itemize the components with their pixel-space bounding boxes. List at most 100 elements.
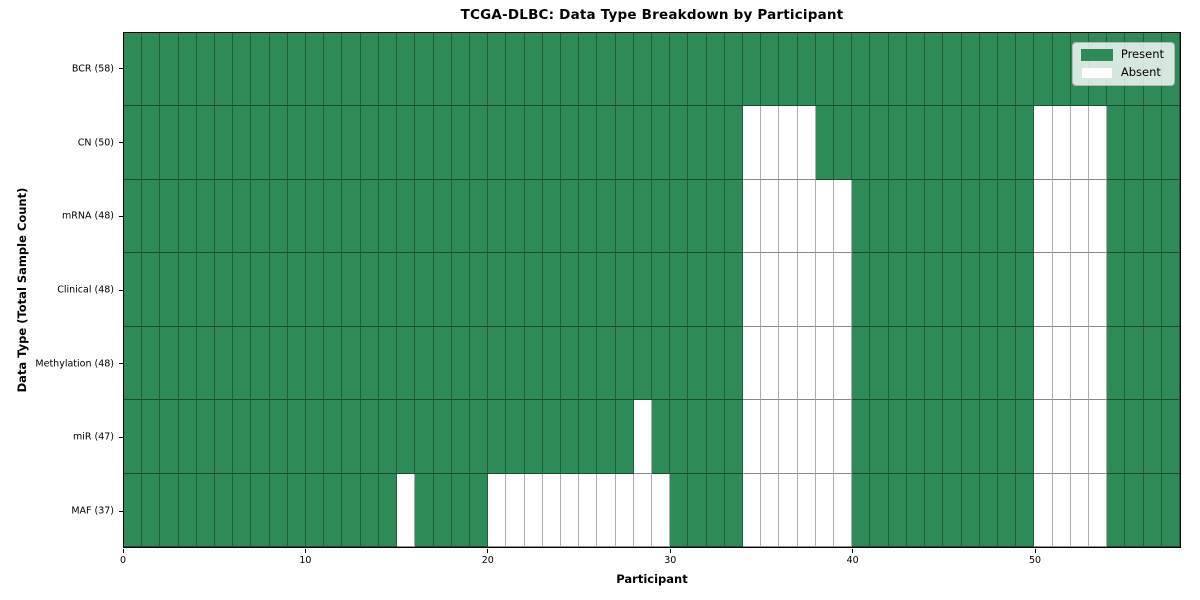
heatmap-cell-Methylation-57 <box>1161 326 1180 401</box>
heatmap-grid <box>124 33 1180 547</box>
heatmap-cell-BCR-5 <box>215 33 234 107</box>
heatmap-cell-miR-27 <box>615 400 634 474</box>
heatmap-cell-BCR-51 <box>1052 33 1071 107</box>
heatmap-cell-mRNA-57 <box>1161 179 1180 254</box>
heatmap-cell-BCR-4 <box>196 33 216 107</box>
heatmap-cell-CN-13 <box>360 106 379 180</box>
heatmap-cell-Clinical-23 <box>542 253 561 327</box>
heatmap-cell-miR-21 <box>506 400 525 474</box>
heatmap-cell-Clinical-11 <box>324 253 343 327</box>
heatmap-cell-mRNA-16 <box>415 179 434 254</box>
heatmap-cell-Clinical-35 <box>761 253 780 327</box>
heatmap-cell-CN-22 <box>524 106 543 180</box>
heatmap-cell-MAF-43 <box>906 473 926 547</box>
heatmap-cell-BCR-46 <box>961 33 980 107</box>
heatmap-cell-Clinical-44 <box>925 253 944 327</box>
heatmap-cell-CN-1 <box>142 106 161 180</box>
heatmap-cell-MAF-38 <box>815 473 835 547</box>
heatmap-cell-CN-43 <box>906 106 926 180</box>
heatmap-cell-mRNA-49 <box>1016 179 1035 254</box>
heatmap-cell-MAF-16 <box>415 473 434 547</box>
heatmap-cell-Clinical-20 <box>488 253 507 327</box>
heatmap-cell-Methylation-53 <box>1088 326 1108 401</box>
heatmap-cell-Clinical-38 <box>815 253 835 327</box>
heatmap-cell-miR-31 <box>688 400 707 474</box>
heatmap-cell-CN-21 <box>506 106 525 180</box>
heatmap-cell-MAF-5 <box>215 473 234 547</box>
heatmap-cell-Methylation-42 <box>888 326 907 401</box>
heatmap-cell-BCR-27 <box>615 33 634 107</box>
heatmap-cell-miR-25 <box>579 400 598 474</box>
heatmap-cell-Clinical-2 <box>160 253 179 327</box>
heatmap-cell-CN-2 <box>160 106 179 180</box>
heatmap-cell-Clinical-42 <box>888 253 907 327</box>
heatmap-cell-CN-9 <box>287 106 307 180</box>
heatmap-cell-Clinical-16 <box>415 253 434 327</box>
heatmap-cell-miR-24 <box>560 400 580 474</box>
heatmap-cell-mRNA-24 <box>560 179 580 254</box>
heatmap-cell-mRNA-2 <box>160 179 179 254</box>
heatmap-cell-Methylation-56 <box>1143 326 1162 401</box>
heatmap-cell-CN-19 <box>469 106 489 180</box>
heatmap-cell-MAF-50 <box>1034 473 1053 547</box>
heatmap-cell-Clinical-39 <box>834 253 853 327</box>
heatmap-cell-Methylation-34 <box>743 326 762 401</box>
heatmap-cell-MAF-7 <box>251 473 270 547</box>
heatmap-cell-CN-17 <box>433 106 452 180</box>
heatmap-cell-CN-54 <box>1107 106 1126 180</box>
heatmap-cell-miR-49 <box>1016 400 1035 474</box>
x-tick-mark-50 <box>1034 549 1036 553</box>
heatmap-cell-Clinical-52 <box>1070 253 1089 327</box>
heatmap-cell-Clinical-6 <box>233 253 252 327</box>
heatmap-cell-miR-9 <box>287 400 307 474</box>
heatmap-cell-Clinical-43 <box>906 253 926 327</box>
heatmap-cell-CN-44 <box>925 106 944 180</box>
heatmap-cell-Methylation-51 <box>1052 326 1071 401</box>
heatmap-cell-mRNA-38 <box>815 179 835 254</box>
heatmap-cell-Methylation-17 <box>433 326 452 401</box>
heatmap-cell-MAF-48 <box>997 473 1017 547</box>
heatmap-cell-BCR-1 <box>142 33 161 107</box>
x-tick-label-20: 20 <box>481 555 494 566</box>
heatmap-cell-miR-16 <box>415 400 434 474</box>
heatmap-cell-miR-18 <box>451 400 470 474</box>
heatmap-cell-BCR-50 <box>1034 33 1053 107</box>
heatmap-cell-CN-45 <box>943 106 962 180</box>
heatmap-cell-BCR-21 <box>506 33 525 107</box>
heatmap-cell-Methylation-52 <box>1070 326 1089 401</box>
heatmap-cell-BCR-40 <box>852 33 871 107</box>
y-tick-mark-BCR <box>119 68 123 70</box>
heatmap-cell-Methylation-13 <box>360 326 379 401</box>
heatmap-cell-CN-27 <box>615 106 634 180</box>
heatmap-cell-mRNA-35 <box>761 179 780 254</box>
legend: Present Absent <box>1071 42 1175 86</box>
heatmap-cell-MAF-45 <box>943 473 962 547</box>
heatmap-cell-MAF-32 <box>706 473 725 547</box>
heatmap-cell-miR-2 <box>160 400 179 474</box>
heatmap-cell-MAF-15 <box>397 473 416 547</box>
heatmap-cell-BCR-22 <box>524 33 543 107</box>
heatmap-cell-mRNA-25 <box>579 179 598 254</box>
heatmap-cell-Methylation-2 <box>160 326 179 401</box>
heatmap-cell-miR-43 <box>906 400 926 474</box>
heatmap-cell-MAF-18 <box>451 473 470 547</box>
heatmap-cell-Methylation-55 <box>1125 326 1144 401</box>
heatmap-cell-MAF-20 <box>488 473 507 547</box>
heatmap-cell-CN-16 <box>415 106 434 180</box>
heatmap-cell-CN-35 <box>761 106 780 180</box>
heatmap-cell-miR-52 <box>1070 400 1089 474</box>
heatmap-cell-MAF-54 <box>1107 473 1126 547</box>
heatmap-cell-CN-6 <box>233 106 252 180</box>
heatmap-cell-BCR-30 <box>670 33 689 107</box>
heatmap-cell-miR-13 <box>360 400 379 474</box>
heatmap-cell-CN-55 <box>1125 106 1144 180</box>
heatmap-cell-Methylation-46 <box>961 326 980 401</box>
heatmap-cell-Methylation-9 <box>287 326 307 401</box>
heatmap-cell-CN-36 <box>779 106 798 180</box>
heatmap-cell-mRNA-40 <box>852 179 871 254</box>
heatmap-cell-Methylation-28 <box>633 326 652 401</box>
heatmap-cell-mRNA-28 <box>633 179 652 254</box>
heatmap-cell-BCR-28 <box>633 33 652 107</box>
y-tick-label-Clinical: Clinical (48) <box>57 284 114 296</box>
